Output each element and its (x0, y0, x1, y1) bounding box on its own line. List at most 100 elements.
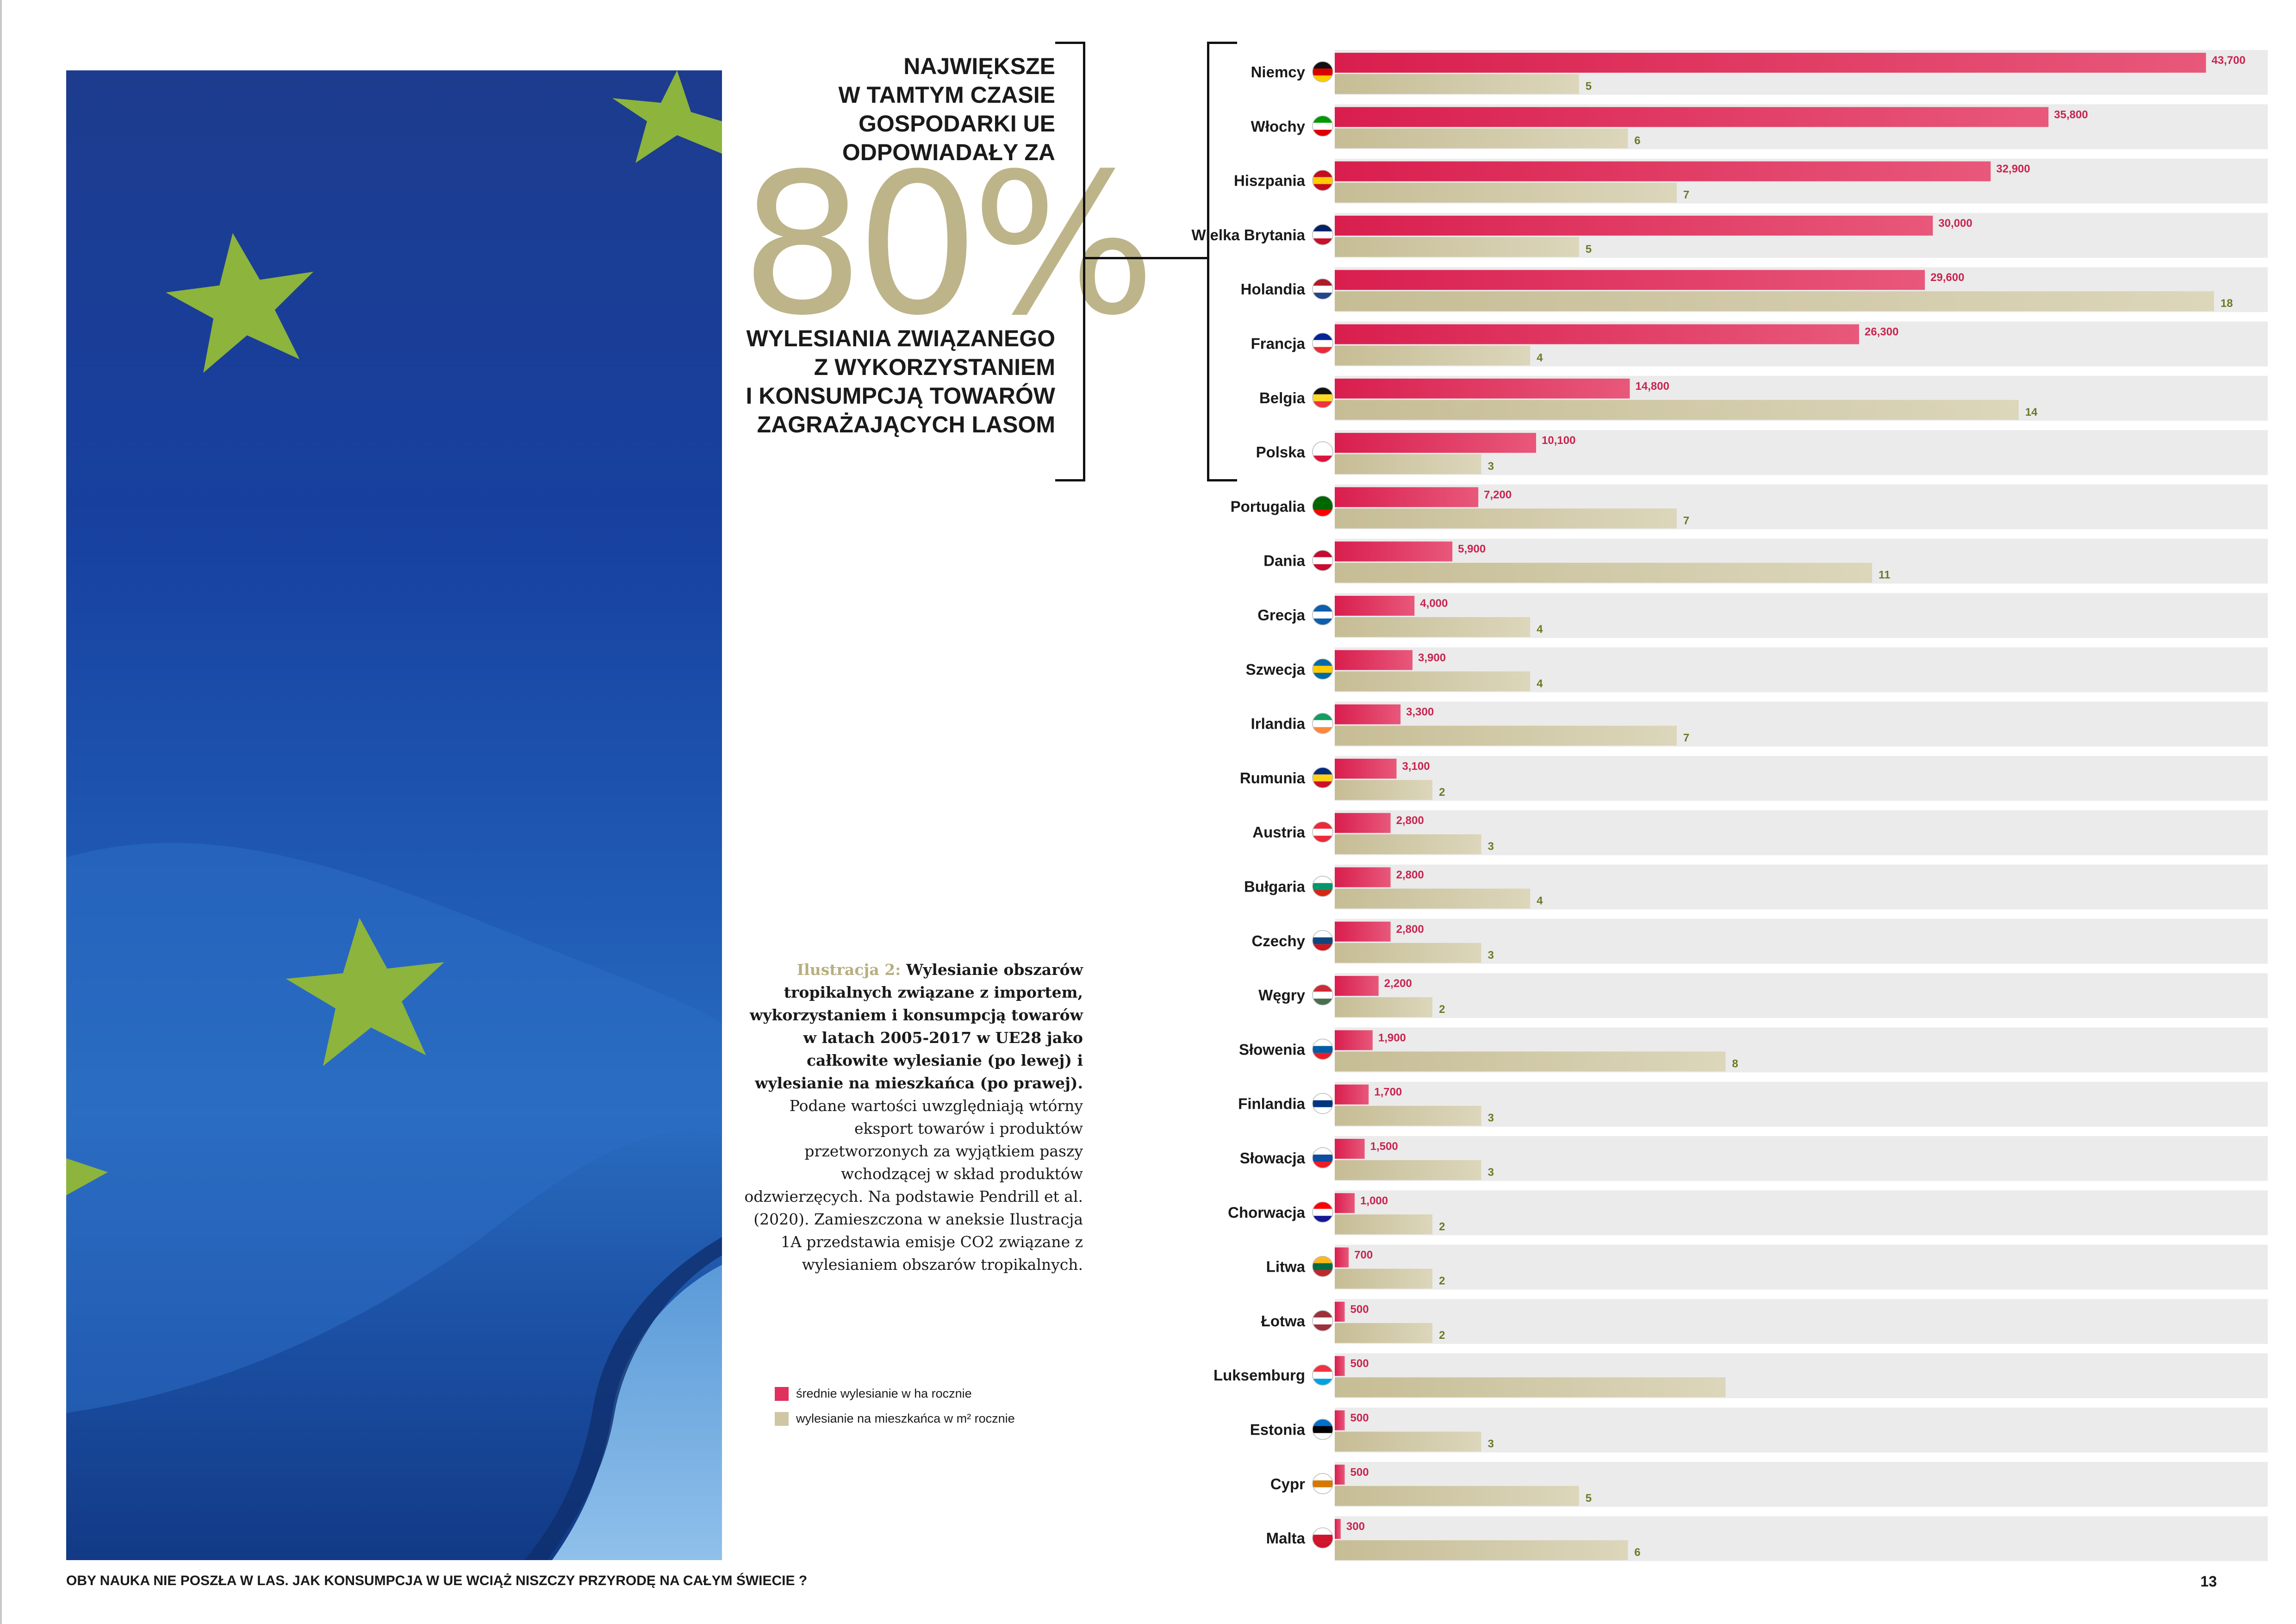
bar-per-capita (1335, 943, 1481, 963)
data-label-area: 1,900 (1378, 1031, 1406, 1044)
row-background (1335, 1299, 2268, 1344)
headline-line: WYLESIANIA ZWIĄZANEGO (746, 325, 1055, 351)
data-label-per-capita: 3 (1488, 1166, 1494, 1179)
bar-area (1335, 541, 1453, 562)
data-label-area: 2,800 (1396, 814, 1424, 827)
bar-per-capita (1335, 834, 1481, 855)
bar-area (1335, 1247, 1349, 1268)
flag-stripe (1313, 1426, 1333, 1433)
bar-area (1335, 1356, 1345, 1376)
flag-stripe (1313, 177, 1333, 184)
flag-stripe (1313, 1528, 1333, 1535)
flag-stripe (1313, 659, 1333, 666)
flag-ring (1312, 1473, 1333, 1494)
bar-area (1335, 596, 1415, 616)
flag-ring (1312, 495, 1333, 517)
flag-stripe (1313, 822, 1333, 829)
data-label-per-capita: 8 (1732, 1057, 1738, 1070)
bar-per-capita (1335, 74, 1579, 94)
data-label-per-capita: 11 (1879, 569, 1890, 581)
flag-ring (1312, 1527, 1333, 1549)
country-label: Czechy (1251, 932, 1305, 949)
flag-ring (1312, 1201, 1333, 1223)
bar-per-capita (1335, 1051, 1726, 1072)
legend-label: średnie wylesianie w ha rocznie (796, 1387, 972, 1400)
bar-per-capita (1335, 291, 2214, 312)
data-label-per-capita: 4 (1537, 352, 1543, 364)
flag-ring (1312, 1364, 1333, 1386)
flag-stripe (1313, 394, 1333, 401)
data-label-per-capita: 5 (1586, 80, 1592, 93)
flag-ring (1312, 1038, 1333, 1060)
flag-stripe (1313, 666, 1333, 673)
country-label: Dania (1263, 552, 1306, 569)
bar-area (1335, 1139, 1365, 1159)
bar-area (1335, 650, 1412, 670)
data-label-area: 2,200 (1384, 977, 1412, 990)
flag-ring (1312, 169, 1333, 191)
flag-stripe (1313, 720, 1333, 727)
country-label: Rumunia (1240, 769, 1306, 787)
data-label-per-capita: 6 (1634, 134, 1640, 147)
bar-area (1335, 1464, 1345, 1485)
bar-per-capita (1335, 1377, 1726, 1398)
flag-stripe (1313, 1202, 1333, 1209)
bar-per-capita (1335, 997, 1433, 1018)
country-label: Węgry (1258, 987, 1306, 1004)
country-label: Irlandia (1251, 715, 1306, 732)
flag-stripe (1313, 1365, 1333, 1372)
eu-flag-artwork (66, 70, 722, 1560)
data-label-area: 3,100 (1402, 760, 1430, 773)
bar-per-capita (1335, 1323, 1433, 1343)
flag-ring (1312, 115, 1333, 137)
data-label-per-capita: 2 (1439, 1003, 1445, 1016)
row-background (1335, 1244, 2268, 1290)
flag-stripe (1313, 1256, 1333, 1263)
data-label-per-capita: 6 (1634, 1546, 1640, 1559)
flag-stripe (1313, 62, 1333, 69)
bar-area (1335, 758, 1397, 779)
legend-swatch-tan (775, 1412, 789, 1426)
headline-line: I KONSUMPCJĄ TOWARÓW (746, 383, 1055, 409)
flag-stripe (1313, 1310, 1333, 1318)
flag-stripe (1313, 829, 1333, 836)
country-label: Portugalia (1231, 498, 1306, 515)
data-label-area: 5,900 (1458, 543, 1486, 556)
bar-per-capita (1335, 508, 1677, 529)
data-label-area: 43,700 (2211, 54, 2245, 67)
flag-ring (1312, 875, 1333, 897)
bar-per-capita (1335, 1106, 1481, 1126)
data-label-per-capita: 4 (1537, 677, 1543, 690)
data-label-area: 10,100 (1542, 434, 1575, 447)
bar-per-capita (1335, 725, 1677, 746)
flag-stripe (1313, 279, 1333, 286)
flag-stripe (1313, 224, 1333, 231)
data-label-per-capita: 2 (1439, 1220, 1445, 1233)
flag-ring (1312, 387, 1333, 408)
data-label-area: 4,000 (1420, 597, 1448, 610)
data-label-per-capita: 3 (1488, 949, 1494, 962)
bar-per-capita (1335, 345, 1531, 366)
data-label-area: 500 (1350, 1303, 1369, 1316)
flag-stripe (1313, 1372, 1333, 1379)
bar-per-capita (1335, 1431, 1481, 1452)
flag-stripe (1313, 1039, 1333, 1046)
flag-stripe (1313, 1209, 1333, 1216)
flag-ring (1312, 61, 1333, 82)
flag-stripe (1313, 876, 1333, 883)
bar-area (1335, 1519, 1341, 1539)
country-label: Wielka Brytania (1192, 226, 1306, 244)
flag-stripe (1313, 605, 1333, 612)
data-label-area: 26,300 (1865, 326, 1898, 338)
flag-stripe (1313, 1093, 1333, 1100)
flag-ring (1312, 332, 1333, 354)
flag-stripe (1313, 496, 1333, 503)
caption-bold: Wylesianie obszarów tropikalnych związan… (749, 961, 1083, 1092)
flag-stripe (1313, 286, 1333, 293)
flag-stripe (1313, 930, 1333, 937)
flag-ring (1312, 604, 1333, 625)
data-label-area: 7,200 (1484, 488, 1512, 501)
bar-per-capita (1335, 400, 2019, 420)
country-label: Polska (1256, 443, 1306, 461)
